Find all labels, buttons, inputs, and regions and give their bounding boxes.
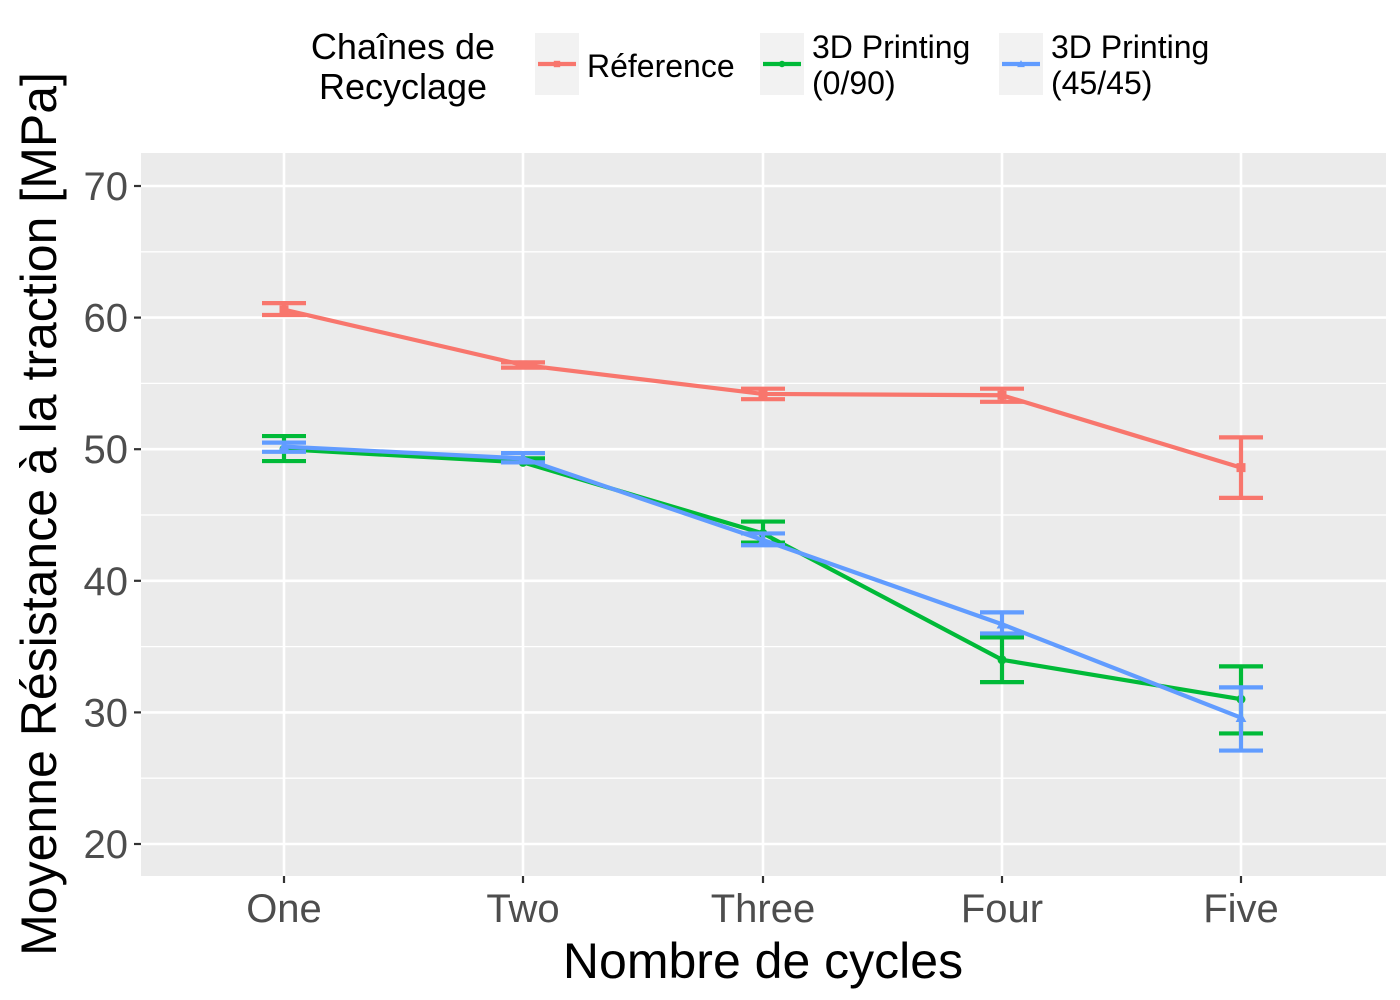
data-point <box>996 618 1008 629</box>
y-tick-label: 50 <box>84 428 129 472</box>
y-tick-label: 60 <box>84 297 129 341</box>
legend-label: 3D Printing <box>1051 29 1209 65</box>
x-tick-label: Two <box>486 887 559 931</box>
legend-label: Réference <box>587 48 735 84</box>
legend-item-1: 3D Printing(0/90) <box>760 29 970 101</box>
data-point <box>518 360 528 370</box>
x-axis-title: Nombre de cycles <box>563 933 963 989</box>
y-tick-label: 70 <box>84 165 129 209</box>
x-tick-label: Four <box>961 887 1043 931</box>
legend-title: Chaînes de Recyclage <box>311 26 495 107</box>
legend-item-2: 3D Printing(45/45) <box>999 29 1209 101</box>
legend-item-0: Réference <box>535 33 735 95</box>
data-point <box>517 453 529 463</box>
y-axis-title: Moyenne Résistance à la traction [MPa] <box>11 72 67 956</box>
series-group <box>262 301 1263 753</box>
data-point <box>997 390 1007 400</box>
data-point <box>758 389 768 399</box>
legend-title-line: Chaînes de <box>311 26 495 67</box>
data-point <box>278 441 290 451</box>
legend-key-marker <box>778 60 786 68</box>
legend: Chaînes de Recyclage Réference 3D Printing… <box>311 26 1209 107</box>
data-point <box>997 655 1007 665</box>
series-2 <box>262 440 1263 753</box>
x-tick-label: Five <box>1203 887 1279 931</box>
legend-title-line: Recyclage <box>319 66 487 107</box>
legend-key-marker <box>1017 60 1025 68</box>
data-point <box>279 305 289 315</box>
legend-label: 3D Printing <box>812 29 970 65</box>
x-tick-label: Three <box>711 887 816 931</box>
data-point <box>1236 463 1246 473</box>
axes: 20 30 40 50 60 70 One Two Three Four Five <box>84 165 1279 931</box>
x-tick-label: One <box>246 887 322 931</box>
y-tick-label: 20 <box>84 823 129 867</box>
legend-label: (45/45) <box>1051 65 1152 101</box>
data-point <box>757 534 769 545</box>
y-tick-label: 30 <box>84 691 129 735</box>
series-0 <box>262 301 1263 500</box>
y-tick-label: 40 <box>84 560 129 604</box>
legend-key-marker <box>553 60 561 68</box>
data-point <box>1235 712 1247 722</box>
legend-label: (0/90) <box>812 65 896 101</box>
